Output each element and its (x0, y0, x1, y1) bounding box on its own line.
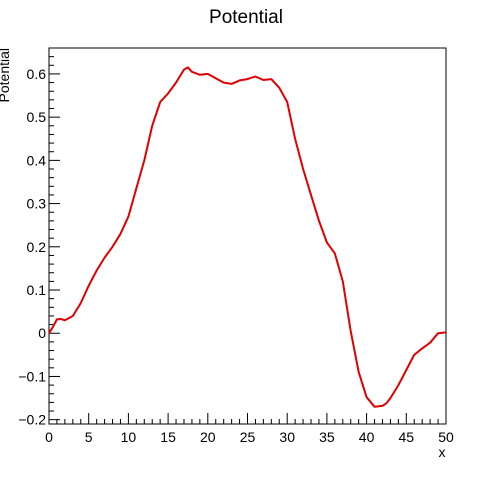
y-axis-label: Potential (0, 48, 12, 102)
x-tick-label: 45 (399, 429, 415, 445)
x-tick-label: 50 (438, 429, 454, 445)
x-tick-label: 15 (160, 429, 176, 445)
y-tick-label: −0.1 (18, 368, 46, 384)
x-tick-label: 10 (121, 429, 137, 445)
x-tick-label: 5 (85, 429, 93, 445)
y-tick-label: 0.6 (27, 66, 47, 82)
x-tick-label: 0 (45, 429, 53, 445)
y-tick-label: 0.3 (27, 196, 47, 212)
y-tick-label: 0.2 (27, 239, 47, 255)
x-tick-label: 35 (319, 429, 335, 445)
plot-frame (48, 47, 447, 425)
y-axis: −0.2 −0.1 0 0.1 0.2 0.3 0.4 0.5 0.6 (18, 47, 60, 428)
x-tick-label: 40 (359, 429, 375, 445)
x-tick-label: 30 (279, 429, 295, 445)
series-line (48, 66, 447, 408)
x-axis: 0 5 10 15 20 25 30 35 40 45 50 (45, 413, 454, 445)
y-tick-label: 0.1 (27, 282, 47, 298)
y-tick-label: 0.4 (27, 152, 47, 168)
y-tick-label: 0 (38, 325, 46, 341)
y-tick-label: −0.2 (18, 412, 46, 428)
x-tick-label: 20 (200, 429, 216, 445)
x-axis-label: x (439, 444, 446, 460)
x-tick-label: 25 (240, 429, 256, 445)
chart-title: Potential (209, 7, 283, 28)
y-tick-label: 0.5 (27, 109, 47, 125)
